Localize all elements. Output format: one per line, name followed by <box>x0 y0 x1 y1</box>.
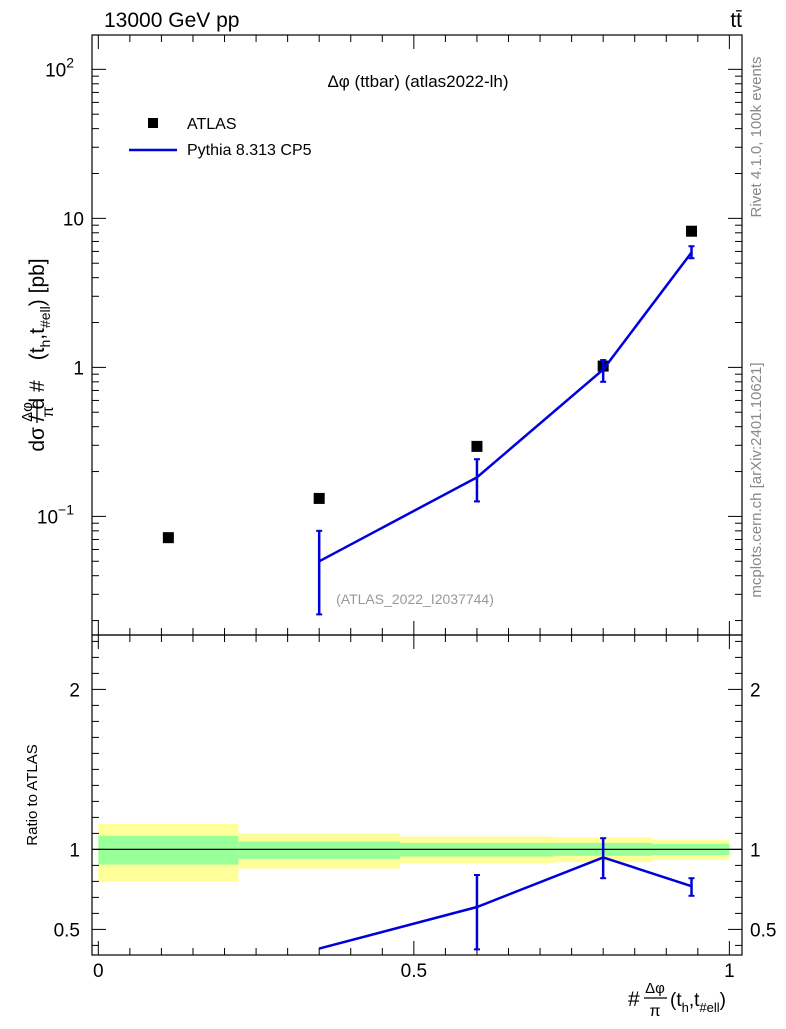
main-y-tick-label: 10 <box>63 209 84 230</box>
legend-atlas-label: ATLAS <box>187 116 237 133</box>
ratio-y-tick-label: 1 <box>69 840 80 861</box>
svg-text:dσ / d #(th,t#ell) [pb]: dσ / d #(th,t#ell) [pb] <box>26 258 53 451</box>
pythia-line <box>318 251 693 563</box>
analysis-label: (ATLAS_2022_I2037744) <box>336 591 494 607</box>
atlas-data-point <box>162 532 174 544</box>
x-axis-label: # Δφ π (th,t#ell) <box>628 980 726 1020</box>
ratio-series-clipped <box>318 837 695 951</box>
atlas-data-point <box>313 492 325 504</box>
svg-text:(th,t#ell): (th,t#ell) <box>670 990 726 1015</box>
x-tick-label: 0.5 <box>401 961 427 982</box>
main-y-tick-label: 102 <box>45 54 74 81</box>
legend: ATLAS Pythia 8.313 CP5 <box>129 116 312 159</box>
ratio-y-tick-label-right: 1 <box>750 840 761 861</box>
svg-text:π: π <box>40 406 57 417</box>
mcplots-label: mcplots.cern.ch [arXiv:2401.10621] <box>748 362 765 597</box>
ratio-y-axis-label: Ratio to ATLAS <box>24 744 41 845</box>
ratio-y-tick-label: 0.5 <box>54 920 80 941</box>
atlas-data-point <box>471 440 483 452</box>
atlas-data-point <box>686 225 698 237</box>
x-tick-label: 1 <box>724 961 735 982</box>
svg-text:#: # <box>628 988 640 1011</box>
svg-text:Δφ: Δφ <box>645 980 665 997</box>
header-process-label: tt̄ <box>730 9 742 32</box>
main-y-tick-label: 1 <box>73 358 84 379</box>
ratio-axis-ticks: 0.5 0.5 1 1 2 2 0 0.5 1 <box>54 635 776 982</box>
ratio-band-green <box>238 841 400 859</box>
main-y-axis-label: dσ / d #(th,t#ell) [pb] Δφ π <box>19 258 57 451</box>
ratio-frame <box>91 634 743 956</box>
svg-text:Δφ: Δφ <box>19 402 36 422</box>
main-axis-ticks: 10−1 1 10 102 <box>37 35 742 635</box>
ratio-y-tick-label-right: 2 <box>750 680 761 701</box>
main-y-tick-label: 10−1 <box>37 501 74 528</box>
x-tick-label: 0 <box>93 961 104 982</box>
pythia-ratio-line <box>318 856 692 950</box>
main-series-layer <box>162 225 698 616</box>
legend-atlas-marker <box>148 118 158 128</box>
header-collision-label: 13000 GeV pp <box>104 9 239 32</box>
ratio-y-tick-label: 2 <box>69 680 80 701</box>
rivet-version-label: Rivet 4.1.0, 100k events <box>748 57 765 218</box>
ratio-series-layer <box>318 837 695 951</box>
svg-text:π: π <box>649 1003 660 1020</box>
ratio-band-green <box>98 835 239 865</box>
ratio-y-tick-label-right: 0.5 <box>750 920 776 941</box>
legend-pythia-label: Pythia 8.313 CP5 <box>187 142 312 159</box>
ratio-uncertainty-bands <box>91 634 743 956</box>
chart-title: Δφ (ttbar) (atlas2022-lh) <box>327 72 508 91</box>
